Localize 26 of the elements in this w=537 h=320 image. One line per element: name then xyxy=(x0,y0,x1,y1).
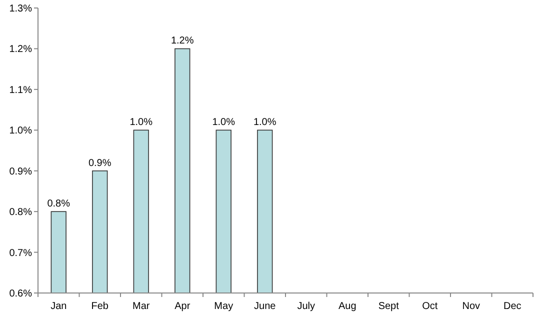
data-label: 0.9% xyxy=(88,158,112,169)
x-tick-label: Sept xyxy=(378,301,400,312)
y-tick-label: 0.6% xyxy=(9,288,32,300)
x-tick-label: Jan xyxy=(50,301,67,312)
y-tick-label: 1.1% xyxy=(9,84,32,96)
data-label: 1.0% xyxy=(130,117,153,128)
y-tick-label: 1.3% xyxy=(9,4,32,14)
x-tick-label: July xyxy=(297,301,316,312)
x-tick-label: Mar xyxy=(132,301,150,312)
y-tick-label: 1.0% xyxy=(9,126,32,137)
x-tick-label: Nov xyxy=(462,301,480,312)
x-tick-label: Oct xyxy=(422,301,438,312)
x-tick-label: June xyxy=(254,301,276,312)
x-tick-label: Feb xyxy=(91,301,109,312)
data-label: 0.8% xyxy=(47,198,70,210)
x-tick-label: Dec xyxy=(503,301,522,312)
x-tick-label: May xyxy=(214,301,234,312)
y-tick-label: 0.8% xyxy=(9,207,32,218)
y-tick-label: 0.7% xyxy=(9,248,32,259)
data-label: 1.2% xyxy=(170,36,194,47)
x-tick-label: Aug xyxy=(338,301,356,312)
data-label: 1.0% xyxy=(253,117,276,128)
y-tick-label: 1.2% xyxy=(9,44,32,56)
y-tick-label: 0.9% xyxy=(9,166,32,178)
x-tick-label: Apr xyxy=(174,301,191,312)
data-label: 1.0% xyxy=(212,117,236,128)
